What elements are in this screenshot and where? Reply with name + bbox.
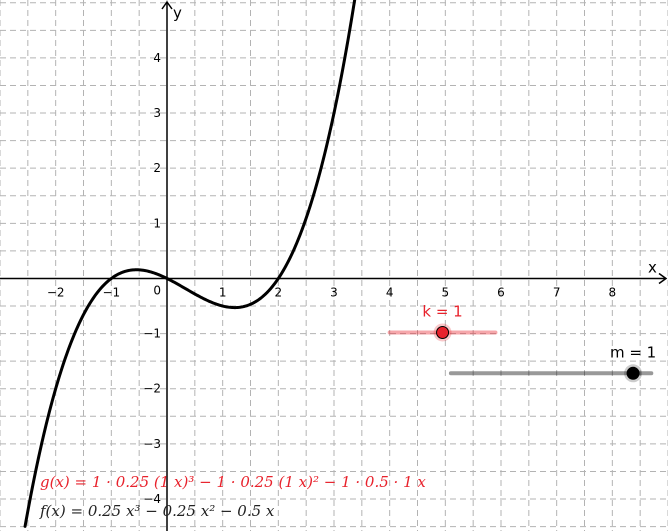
- slider-k-handle[interactable]: [436, 325, 450, 339]
- y-tick-label: 4: [153, 51, 161, 65]
- x-axis-label: x: [648, 258, 657, 276]
- x-tick-label: 3: [330, 285, 338, 299]
- slider-m[interactable]: m = 1: [448, 343, 656, 383]
- x-tick-label: 5: [442, 285, 450, 299]
- slider-k[interactable]: k = 1: [387, 302, 498, 342]
- formula-f: f(x) = 0.25 x³ − 0.25 x² − 0.5 x: [40, 502, 275, 520]
- x-tick-label: 1: [219, 285, 227, 299]
- y-axis-label: y: [173, 4, 182, 22]
- slider-m-label: m = 1: [610, 343, 656, 361]
- y-tick-label: 1: [153, 216, 161, 230]
- x-tick-label: 7: [553, 285, 561, 299]
- x-tick-label: −1: [102, 285, 120, 299]
- x-tick-label: 2: [275, 285, 283, 299]
- y-tick-label: −2: [143, 382, 161, 396]
- slider-m-handle[interactable]: [626, 366, 640, 380]
- y-tick-label: −3: [143, 437, 161, 451]
- y-tick-label: 3: [153, 106, 161, 120]
- formula-g: g(x) = 1 · 0.25 (1 x)³ − 1 · 0.25 (1 x)²…: [40, 473, 426, 491]
- tick-labels: −2 −1 1 2 3 4 5 6 7 8 −4 −3 −2 −1 1 2 3 4 0: [47, 51, 616, 506]
- y-axis-arrow-icon: [161, 0, 173, 10]
- y-tick-label: −4: [143, 492, 161, 506]
- function-curve-g[interactable]: [23, 0, 359, 528]
- y-tick-label: 2: [153, 161, 161, 175]
- slider-k-label: k = 1: [422, 302, 462, 320]
- origin-label: 0: [153, 283, 161, 297]
- x-tick-label: −2: [47, 285, 65, 299]
- x-tick-label: 4: [386, 285, 394, 299]
- x-tick-label: 6: [497, 285, 505, 299]
- x-axis-arrow-icon: [658, 272, 668, 285]
- y-tick-label: −1: [143, 327, 161, 341]
- x-tick-label: 8: [609, 285, 617, 299]
